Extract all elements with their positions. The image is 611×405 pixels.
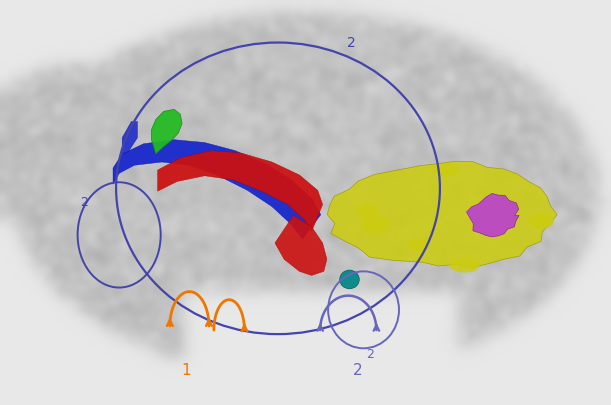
Polygon shape: [122, 122, 137, 154]
Text: 2: 2: [347, 36, 356, 49]
Text: 2: 2: [366, 348, 373, 361]
Polygon shape: [527, 213, 554, 229]
Ellipse shape: [340, 270, 359, 289]
Polygon shape: [433, 164, 459, 177]
Text: 1: 1: [181, 363, 191, 378]
Polygon shape: [408, 239, 430, 251]
Polygon shape: [467, 194, 519, 237]
Polygon shape: [327, 161, 557, 268]
Polygon shape: [113, 140, 321, 239]
Polygon shape: [360, 216, 391, 234]
Polygon shape: [275, 215, 327, 275]
Polygon shape: [449, 258, 480, 273]
Polygon shape: [152, 109, 182, 154]
Polygon shape: [354, 203, 379, 218]
Text: 2: 2: [353, 363, 362, 378]
Text: 2: 2: [81, 196, 88, 209]
Polygon shape: [158, 151, 323, 232]
